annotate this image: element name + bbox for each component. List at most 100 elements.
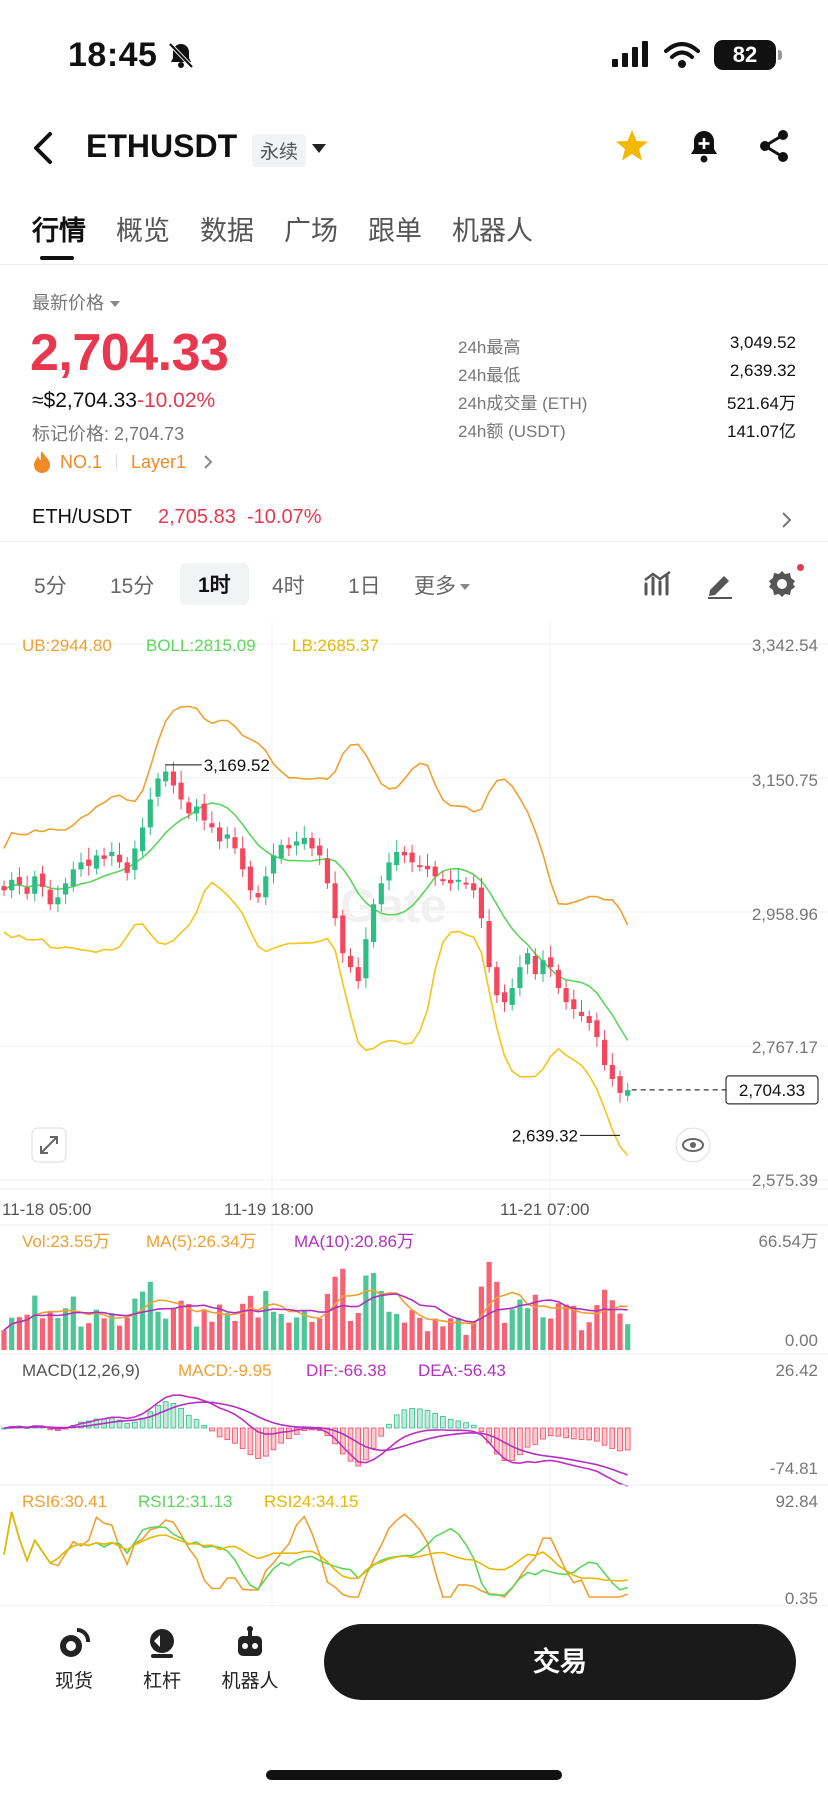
tab-copy-trade[interactable]: 跟单 — [368, 216, 422, 246]
volume-bar — [132, 1298, 138, 1350]
tab-overview[interactable]: 概览 — [116, 216, 170, 246]
interval-more[interactable]: 更多 — [414, 570, 470, 600]
macd-histogram-bar — [424, 1410, 431, 1429]
settings-gear-icon[interactable] — [766, 568, 798, 600]
macd-histogram-bar — [540, 1427, 546, 1440]
back-arrow-icon[interactable] — [28, 130, 58, 166]
interval-5m[interactable]: 5分 — [34, 575, 67, 598]
volume-bar — [1, 1330, 7, 1350]
macd-histogram-bar — [532, 1427, 539, 1445]
volume-bar — [263, 1291, 269, 1350]
macd-histogram-bar — [594, 1427, 600, 1442]
candle — [571, 999, 577, 1010]
bot-button[interactable]: 机器人 — [210, 1626, 290, 1693]
candle — [201, 803, 207, 821]
volume-bar — [286, 1322, 292, 1350]
macd-histogram-bar — [239, 1427, 246, 1450]
candle — [286, 844, 292, 849]
expand-icon[interactable] — [31, 1127, 67, 1163]
macd-histogram-bar — [370, 1427, 377, 1449]
mark-price: 标记价格: 2,704.73 — [32, 424, 185, 444]
trade-button[interactable]: 交易 — [324, 1624, 796, 1700]
candle — [417, 865, 423, 868]
last-price: 2,704.33 — [30, 324, 229, 382]
volume-bar — [309, 1321, 315, 1350]
macd-histogram-bar — [347, 1427, 354, 1462]
candle — [140, 827, 146, 852]
tags-row[interactable]: NO.1 Layer1 — [32, 450, 216, 474]
candle — [509, 988, 515, 1005]
volume-bar — [455, 1317, 461, 1350]
eye-icon[interactable] — [675, 1127, 711, 1163]
candle — [78, 862, 84, 870]
interval-4h[interactable]: 4时 — [272, 575, 305, 598]
volume-bar — [178, 1300, 184, 1350]
volume-bar — [501, 1322, 508, 1350]
high-marker: 3,169.52 — [204, 756, 270, 775]
volume-bar — [371, 1273, 377, 1350]
rank-tag: NO.1 — [60, 451, 103, 472]
candle — [217, 827, 223, 842]
volume-bar — [625, 1324, 631, 1350]
volume-bar — [324, 1293, 330, 1350]
price-chart[interactable]: UB:2944.80 BOLL:2815.09 LB:2685.37 3,342… — [0, 622, 828, 1605]
draw-pencil-icon[interactable] — [704, 568, 736, 600]
interval-15m[interactable]: 15分 — [110, 575, 155, 598]
spot-price: 2,705.83 -10.07% — [158, 506, 322, 528]
candle — [270, 855, 277, 874]
candle — [132, 848, 138, 871]
stat-24h-turnover: 24h额 (USDT) 141.07亿 — [458, 422, 796, 441]
tab-data[interactable]: 数据 — [200, 216, 254, 246]
legend-vol-ma10: MA(10):20.86万 — [294, 1232, 414, 1251]
indicator-icon[interactable] — [642, 568, 674, 600]
add-alert-icon[interactable] — [686, 128, 722, 164]
margin-button[interactable]: 杠杆 — [122, 1626, 202, 1693]
low-marker: 2,639.32 — [512, 1126, 578, 1145]
share-icon[interactable] — [756, 128, 792, 164]
spot-button[interactable]: 现货 — [34, 1626, 114, 1693]
candle — [9, 879, 15, 891]
candle — [232, 837, 238, 849]
candle — [109, 851, 115, 857]
tab-square[interactable]: 广场 — [284, 216, 338, 246]
macd-histogram-bar — [455, 1420, 462, 1429]
latest-price-label[interactable]: 最新价格 — [32, 289, 120, 315]
chevron-right-icon — [204, 455, 213, 469]
spot-pair-row[interactable]: ETH/USDT 2,705.83 -10.07% — [0, 500, 828, 542]
pair-title[interactable]: ETHUSDT — [86, 128, 238, 164]
candle — [86, 859, 92, 866]
tab-market[interactable]: 行情 — [32, 216, 86, 246]
volume-bar — [116, 1325, 123, 1350]
watermark-logo: Gate — [340, 880, 447, 933]
candle — [1, 886, 7, 891]
tab-bots[interactable]: 机器人 — [452, 216, 533, 246]
volume-bar — [78, 1326, 84, 1350]
legend-ub: UB:2944.80 — [22, 636, 112, 655]
volume-ma10-line — [3, 1293, 628, 1331]
candle — [594, 1020, 600, 1038]
macd-histogram-bar — [524, 1427, 531, 1448]
header: ETHUSDT 永续 — [0, 118, 828, 178]
interval-1d[interactable]: 1日 — [348, 575, 381, 598]
active-tab-indicator — [40, 256, 74, 260]
signal-icon — [612, 41, 648, 67]
volume-bar — [240, 1303, 246, 1350]
volume-bar — [86, 1323, 92, 1350]
star-icon[interactable] — [614, 128, 650, 164]
volume-bar — [109, 1313, 115, 1350]
macd-dif-line — [3, 1394, 628, 1487]
volume-bar — [201, 1309, 207, 1350]
volume-bar — [578, 1330, 585, 1350]
candle — [255, 893, 261, 898]
macd-histogram-bar — [563, 1427, 569, 1439]
volume-bar — [363, 1275, 369, 1350]
interval-1h[interactable]: 1时 — [180, 563, 249, 605]
chevron-down-icon[interactable] — [312, 144, 326, 153]
volume-bar — [417, 1317, 423, 1350]
volume-bar — [409, 1310, 415, 1350]
macd-histogram-bar — [617, 1427, 623, 1452]
candle — [378, 883, 384, 905]
section-tabs: 行情 概览 数据 广场 跟单 机器人 — [0, 205, 828, 265]
volume-bar — [355, 1313, 361, 1350]
volume-bar — [247, 1295, 253, 1350]
